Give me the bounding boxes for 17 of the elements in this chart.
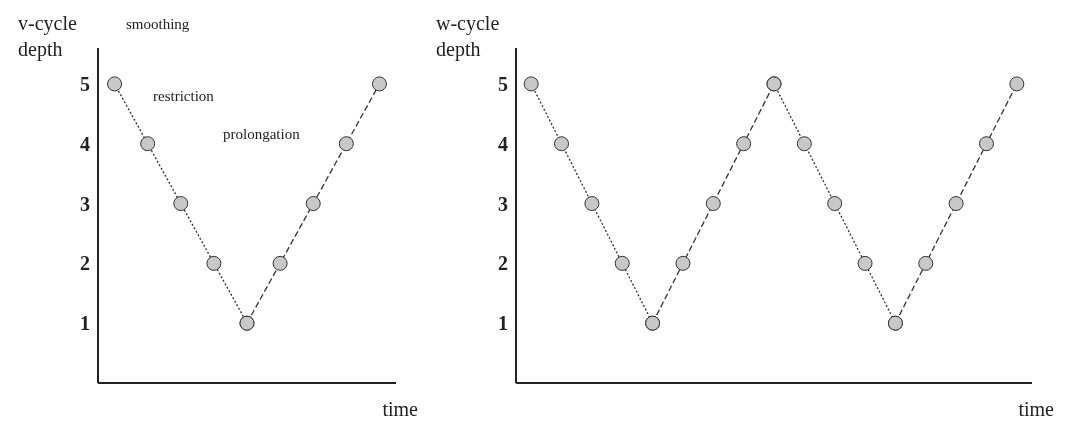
y-tick-label: 5 — [80, 72, 90, 95]
annotation: restriction — [153, 88, 214, 105]
y-tick-label: 3 — [80, 192, 90, 215]
y-tick-label: 1 — [498, 312, 508, 335]
y-tick-label: 5 — [498, 72, 508, 95]
y-tick-label: 4 — [80, 132, 90, 155]
y-tick-label: 3 — [498, 192, 508, 215]
y-tick-label: 1 — [80, 312, 90, 335]
y-tick-label: 2 — [80, 252, 90, 275]
x-axis-title: time — [382, 398, 418, 421]
text: smoothing — [126, 16, 190, 33]
y-tick-label: 2 — [498, 252, 508, 275]
y-axis-title: v-cycle depth — [18, 11, 78, 62]
x-axis-title: time — [1018, 398, 1054, 421]
y-tick-label: 4 — [498, 132, 508, 155]
y-axis-title: w-cycle depth — [436, 11, 501, 62]
annotation: prolongation — [223, 126, 300, 143]
